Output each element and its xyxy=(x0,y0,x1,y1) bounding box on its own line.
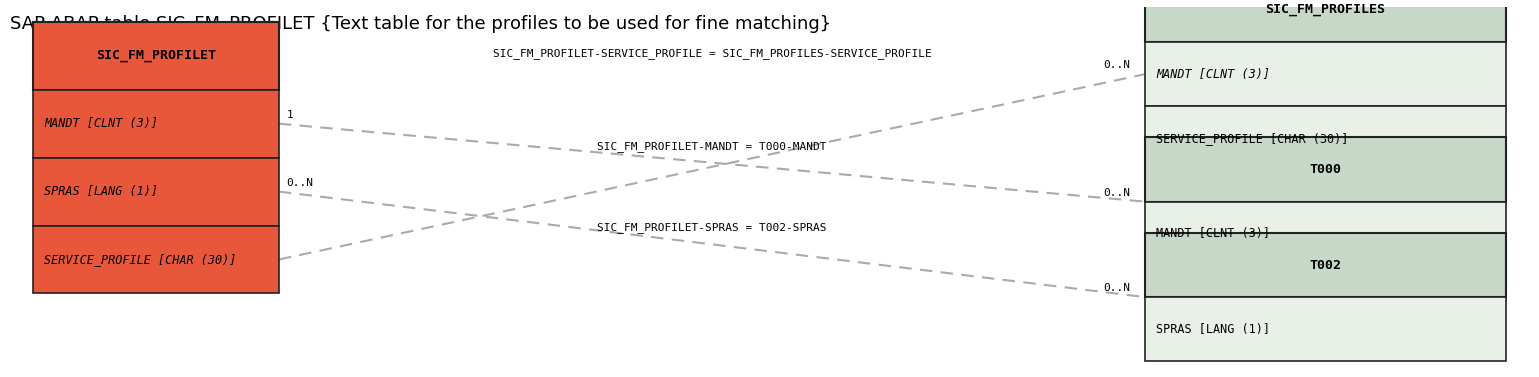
FancyBboxPatch shape xyxy=(34,22,279,90)
FancyBboxPatch shape xyxy=(34,158,279,225)
Text: 0..N: 0..N xyxy=(1103,60,1130,70)
Text: SPRAS [LANG (1)]: SPRAS [LANG (1)] xyxy=(1156,323,1270,336)
Text: SIC_FM_PROFILET-MANDT = T000-MANDT: SIC_FM_PROFILET-MANDT = T000-MANDT xyxy=(597,141,826,152)
Text: 0..N: 0..N xyxy=(1103,284,1130,293)
Text: SIC_FM_PROFILET-SPRAS = T002-SPRAS: SIC_FM_PROFILET-SPRAS = T002-SPRAS xyxy=(597,222,826,233)
FancyBboxPatch shape xyxy=(1145,297,1505,362)
Text: SIC_FM_PROFILES: SIC_FM_PROFILES xyxy=(1265,3,1385,16)
Text: SERVICE_PROFILE [CHAR (30)]: SERVICE_PROFILE [CHAR (30)] xyxy=(1156,132,1348,145)
FancyBboxPatch shape xyxy=(34,225,279,293)
FancyBboxPatch shape xyxy=(1145,202,1505,266)
Text: SIC_FM_PROFILET-SERVICE_PROFILE = SIC_FM_PROFILES-SERVICE_PROFILE: SIC_FM_PROFILET-SERVICE_PROFILE = SIC_FM… xyxy=(492,49,931,60)
Text: T000: T000 xyxy=(1310,163,1342,176)
Text: SAP ABAP table SIC_FM_PROFILET {Text table for the profiles to be used for fine : SAP ABAP table SIC_FM_PROFILET {Text tab… xyxy=(11,14,831,33)
Text: SIC_FM_PROFILET: SIC_FM_PROFILET xyxy=(95,49,215,62)
Text: 0..N: 0..N xyxy=(1103,188,1130,198)
FancyBboxPatch shape xyxy=(1145,42,1505,106)
Text: SERVICE_PROFILE [CHAR (30)]: SERVICE_PROFILE [CHAR (30)] xyxy=(45,253,237,266)
Text: SPRAS [LANG (1)]: SPRAS [LANG (1)] xyxy=(45,185,159,198)
FancyBboxPatch shape xyxy=(1145,138,1505,202)
Text: 1: 1 xyxy=(286,110,294,120)
Text: T002: T002 xyxy=(1310,259,1342,271)
FancyBboxPatch shape xyxy=(1145,106,1505,170)
Text: MANDT [CLNT (3)]: MANDT [CLNT (3)] xyxy=(1156,67,1270,81)
Text: MANDT [CLNT (3)]: MANDT [CLNT (3)] xyxy=(45,117,159,130)
FancyBboxPatch shape xyxy=(34,90,279,158)
FancyBboxPatch shape xyxy=(1145,0,1505,42)
Text: 0..N: 0..N xyxy=(286,178,314,188)
FancyBboxPatch shape xyxy=(1145,233,1505,297)
Text: MANDT [CLNT (3)]: MANDT [CLNT (3)] xyxy=(1156,227,1270,240)
